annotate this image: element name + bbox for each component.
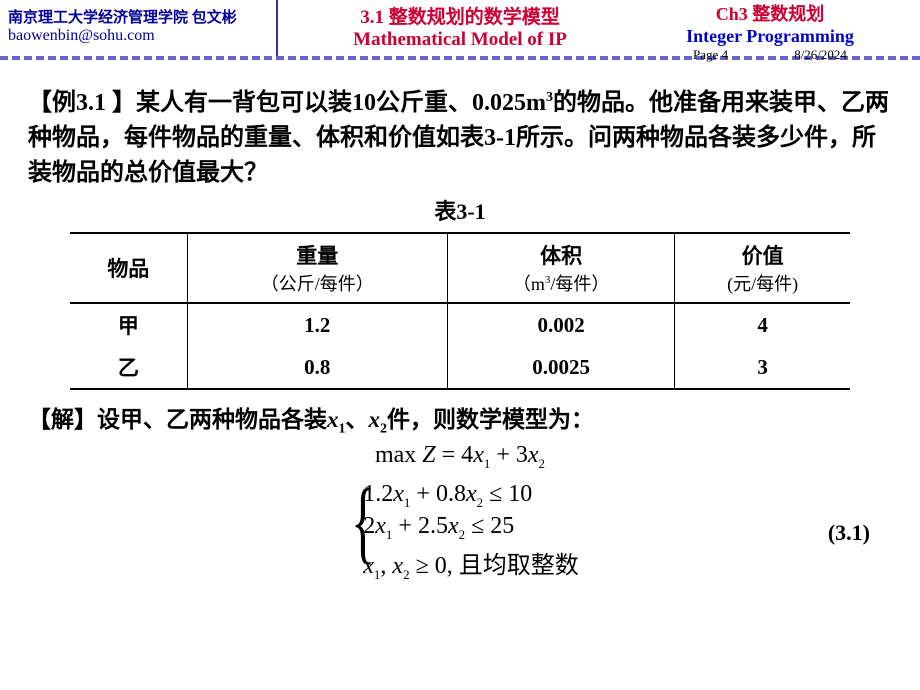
cell-weight: 0.8 xyxy=(187,346,447,389)
cell-volume: 0.002 xyxy=(447,303,674,346)
col-volume: 体积（m3/每件） xyxy=(447,233,674,303)
problem-statement: 【例3.1 】某人有一背包可以装10公斤重、0.025m3的物品。他准备用来装甲… xyxy=(28,86,892,190)
problem-text-1: 某人有一背包可以装10公斤重、0.025m xyxy=(136,90,546,116)
data-table: 物品 重量（公斤/每件） 体积（m3/每件） 价值(元/每件) 甲 1.2 0.… xyxy=(70,232,850,390)
solution-label: 【解】 xyxy=(28,407,97,432)
example-label: 【例3.1 】 xyxy=(28,90,136,116)
problem-superscript: 3 xyxy=(546,90,553,105)
cell-value: 4 xyxy=(675,303,850,346)
table-row: 乙 0.8 0.0025 3 xyxy=(70,346,850,389)
cell-name: 乙 xyxy=(70,346,187,389)
left-brace-icon: { xyxy=(351,475,375,567)
slide-header: 南京理工大学经济管理学院 包文彬 baowenbin@sohu.com 3.1 … xyxy=(0,0,920,60)
constraint-2: 2x1 + 2.5x2 ≤ 25 xyxy=(363,513,578,543)
chapter-title-cn: Ch3 整数规划 xyxy=(640,0,900,26)
page-number: Page 4 xyxy=(693,47,728,63)
cell-name: 甲 xyxy=(70,303,187,346)
slide-content: 【例3.1 】某人有一背包可以装10公斤重、0.025m3的物品。他准备用来装甲… xyxy=(0,60,920,585)
header-right: Ch3 整数规划 Integer Programming Page 4 8/26… xyxy=(640,0,900,63)
solution-intro: 【解】设甲、乙两种物品各装x1、x2件，则数学模型为： xyxy=(28,404,892,439)
header-left: 南京理工大学经济管理学院 包文彬 baowenbin@sohu.com xyxy=(8,6,237,45)
col-weight: 重量（公斤/每件） xyxy=(187,233,447,303)
header-center: 3.1 整数规划的数学模型 Mathematical Model of IP xyxy=(270,2,650,51)
cell-value: 3 xyxy=(675,346,850,389)
col-value: 价值(元/每件) xyxy=(675,233,850,303)
table-caption: 表3-1 xyxy=(28,194,892,226)
affiliation: 南京理工大学经济管理学院 包文彬 xyxy=(8,6,237,27)
section-title-en: Mathematical Model of IP xyxy=(270,29,650,51)
date: 8/26/2024 xyxy=(794,47,847,63)
equation-number: (3.1) xyxy=(828,520,870,546)
constraint-3: x1, x2 ≥ 0, 且均取整数 xyxy=(363,545,578,583)
table-row: 甲 1.2 0.002 4 xyxy=(70,303,850,346)
math-model: max Z = 4x1 + 3x2 { 1.2x1 + 0.8x2 ≤ 10 2… xyxy=(28,442,892,585)
cell-volume: 0.0025 xyxy=(447,346,674,389)
col-item: 物品 xyxy=(70,233,187,303)
chapter-title-en: Integer Programming xyxy=(640,26,900,47)
email: baowenbin@sohu.com xyxy=(8,27,237,45)
header-meta: Page 4 8/26/2024 xyxy=(640,47,900,63)
constraint-1: 1.2x1 + 0.8x2 ≤ 10 xyxy=(363,481,578,511)
section-title-cn: 3.1 整数规划的数学模型 xyxy=(270,2,650,29)
table-header-row: 物品 重量（公斤/每件） 体积（m3/每件） 价值(元/每件) xyxy=(70,233,850,303)
constraints-block: { 1.2x1 + 0.8x2 ≤ 10 2x1 + 2.5x2 ≤ 25 x1… xyxy=(341,479,578,584)
cell-weight: 1.2 xyxy=(187,303,447,346)
objective-function: max Z = 4x1 + 3x2 xyxy=(28,442,892,472)
